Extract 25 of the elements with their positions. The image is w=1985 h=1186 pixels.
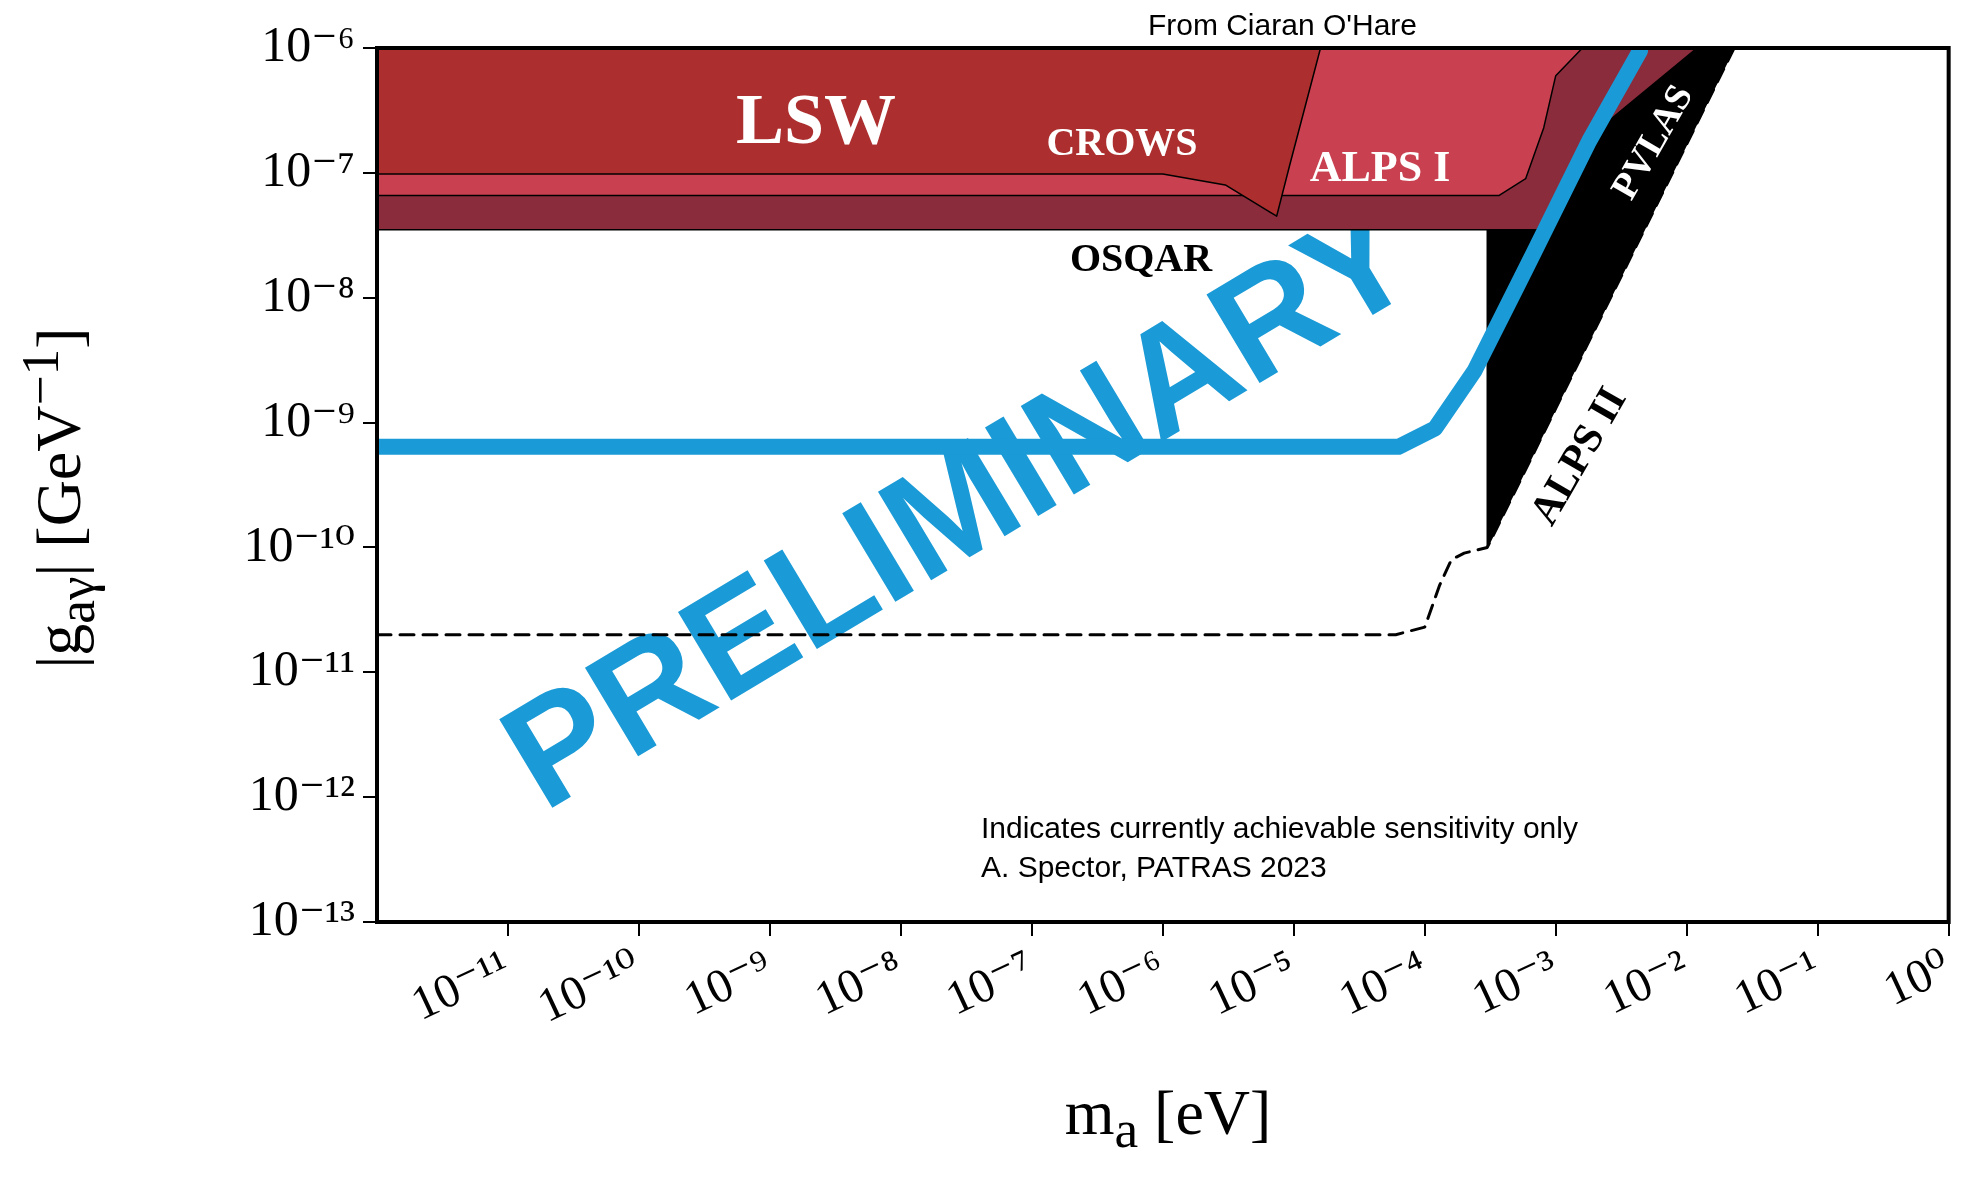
series-label: CROWS (1046, 119, 1198, 165)
x-tick-label: 10⁻⁶ (1068, 938, 1173, 1025)
x-axis-title: m$_{a}$ [eV] (1064, 1075, 1272, 1161)
x-tick-label: 10⁻⁷ (937, 938, 1042, 1025)
y-tick-label: 10⁻⁸ (261, 265, 355, 322)
y-tick-label: 10⁻⁷ (261, 140, 355, 197)
x-tick-label: 10⁻⁹ (675, 938, 780, 1025)
annotation: LSW (735, 78, 897, 159)
x-tick-label: 10⁻⁵ (1199, 938, 1304, 1025)
y-tick-label: 10⁻¹³ (248, 890, 356, 947)
x-tick-label: 10⁻⁴ (1330, 938, 1435, 1025)
y-tick-label: 10⁻⁶ (261, 16, 355, 73)
x-tick-label: 10⁰ (1874, 938, 1959, 1016)
x-tick-label: 10⁻³ (1463, 938, 1566, 1024)
x-tick-label: 10⁻¹⁰ (529, 938, 649, 1032)
x-tick-label: 10⁻¹¹ (402, 938, 518, 1030)
x-tick-label: 10⁻⁸ (806, 938, 911, 1025)
chart-title: From Ciaran O'Hare (1147, 8, 1417, 42)
y-tick-label: 10⁻¹⁰ (243, 515, 355, 572)
x-tick-label: 10⁻² (1594, 938, 1697, 1024)
annotation: A. Spector, PATRAS 2023 (981, 850, 1327, 884)
y-tick-label: 10⁻¹¹ (248, 640, 355, 697)
y-tick-label: 10⁻¹² (248, 765, 355, 822)
y-tick-label: 10⁻⁹ (261, 390, 355, 447)
x-tick-label: 10⁻¹ (1725, 938, 1828, 1024)
